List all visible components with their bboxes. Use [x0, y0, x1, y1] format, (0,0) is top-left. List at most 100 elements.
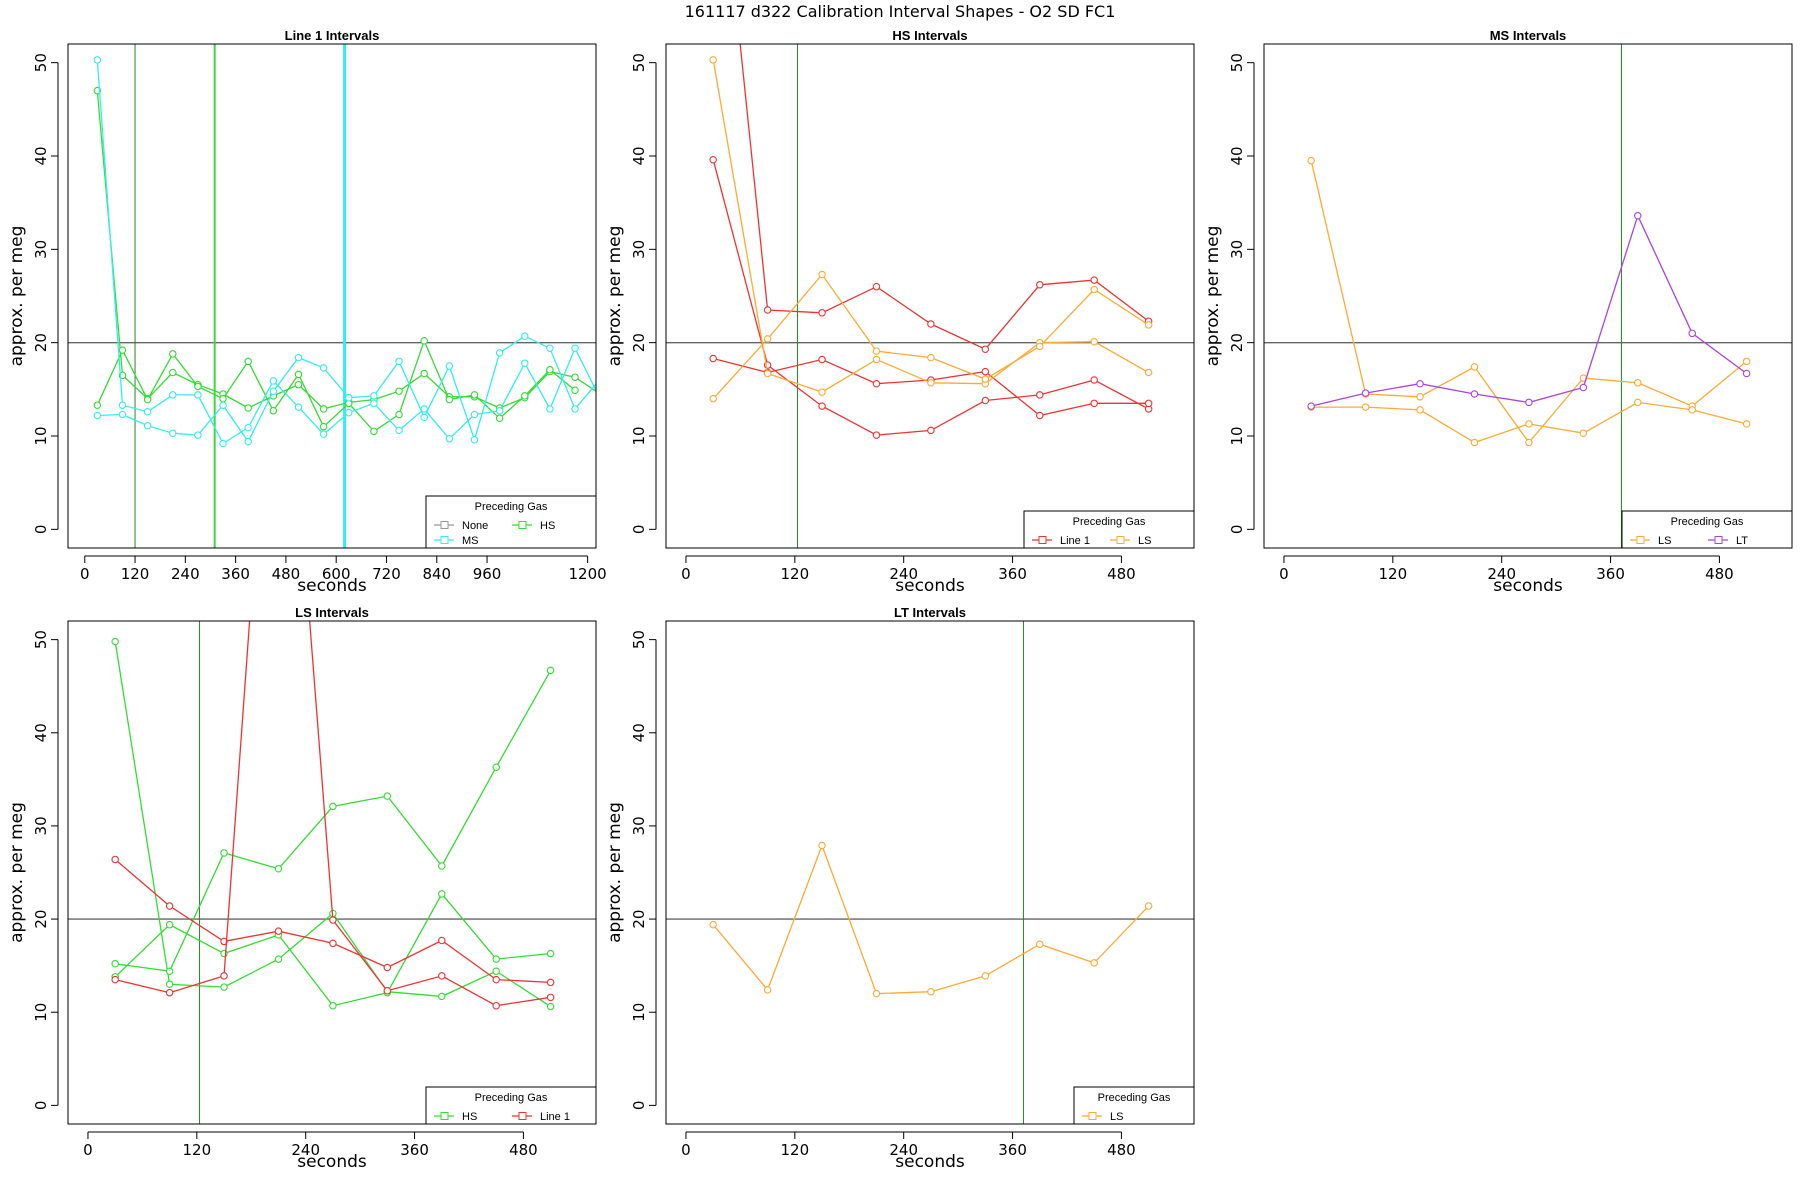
data-point-ms — [143, 421, 152, 430]
data-point-ms — [597, 376, 603, 382]
x-tick-label: 0 — [80, 565, 90, 583]
legend-box — [1023, 510, 1195, 549]
legend-label: None — [462, 520, 488, 532]
data-point-ms — [495, 349, 504, 357]
data-point-ls — [927, 379, 935, 387]
y-tick-label: 10 — [1228, 426, 1246, 445]
y-tick-label: 30 — [630, 240, 648, 259]
data-point-ls — [763, 986, 772, 994]
data-point-ls — [1416, 406, 1424, 414]
data-point-hs — [571, 386, 579, 395]
data-point-hs — [165, 920, 174, 929]
plot-area — [68, 621, 596, 1124]
data-point-hs — [438, 862, 446, 870]
data-point-lt — [1470, 390, 1479, 398]
y-axis-label: approx. per meg — [605, 226, 625, 367]
series-line-line-1 — [713, 357, 1149, 417]
data-point-hs — [93, 401, 102, 409]
data-point-ms — [470, 410, 479, 419]
data-point-lt — [1634, 211, 1642, 220]
data-point-ls — [818, 388, 826, 396]
legend-label: HS — [540, 520, 555, 532]
data-point-ms — [169, 429, 177, 437]
x-tick-label: 360 — [1596, 565, 1625, 583]
data-point-ls — [1090, 285, 1098, 294]
data-point-ls — [981, 972, 990, 980]
data-point-line-1 — [165, 988, 174, 997]
data-point-ms — [194, 431, 202, 439]
data-point-line-1 — [763, 306, 772, 314]
data-point-hs — [546, 949, 555, 958]
data-point-ms — [420, 413, 428, 422]
y-tick-label: 20 — [630, 910, 648, 929]
y-tick-label: 50 — [1228, 53, 1246, 72]
y-tick-label: 40 — [1228, 146, 1246, 165]
data-point-line-1 — [383, 987, 392, 995]
x-tick-label: 0 — [681, 565, 691, 583]
y-tick-label: 20 — [630, 333, 648, 352]
plot-area — [666, 621, 1194, 1124]
data-point-line-1 — [546, 993, 555, 1002]
data-point-line-1 — [818, 402, 826, 410]
data-point-ms — [445, 435, 454, 443]
legend-swatch-point — [1714, 536, 1723, 544]
x-tick-label: 0 — [681, 1141, 691, 1159]
data-point-line-1 — [1036, 411, 1044, 420]
plot-frame — [665, 620, 1195, 1125]
data-point-ls — [709, 920, 717, 929]
x-tick-label: 120 — [781, 565, 810, 583]
data-point-ms — [169, 391, 177, 399]
data-point-ls — [1525, 420, 1533, 428]
data-point-ms — [445, 362, 454, 370]
x-tick-label: 240 — [291, 1141, 320, 1159]
data-point-line-1 — [709, 354, 717, 363]
data-point-line-1 — [872, 431, 881, 439]
data-point-ms — [546, 405, 554, 413]
y-tick-label: 10 — [32, 426, 50, 445]
x-tick-label: 240 — [889, 1141, 918, 1159]
y-axis-label: approx. per meg — [1203, 226, 1223, 367]
legend-label: LS — [1110, 1111, 1123, 1123]
data-point-ms — [319, 364, 328, 372]
data-point-lt — [1688, 329, 1696, 338]
legend-box — [425, 495, 597, 549]
legend: Preceding Gas HS Line 1 — [425, 1086, 597, 1125]
data-point-ms — [118, 401, 127, 409]
data-point-line-1 — [1036, 391, 1044, 399]
x-axis-label: seconds — [297, 576, 367, 596]
legend-label: MS — [462, 535, 479, 547]
data-point-line-1 — [329, 916, 337, 924]
data-point-ls — [818, 270, 826, 279]
data-point-line-1 — [1036, 281, 1044, 289]
y-tick-label: 20 — [1228, 333, 1246, 352]
data-point-ls — [1634, 379, 1642, 387]
legend-box — [425, 1086, 597, 1125]
series-line-ms — [96, 59, 596, 445]
data-point-line-1 — [220, 937, 228, 946]
data-point-hs — [470, 391, 479, 399]
data-point-hs — [597, 391, 603, 397]
data-point-ls — [872, 355, 881, 364]
data-point-ls — [872, 347, 881, 355]
data-point-hs — [220, 983, 228, 991]
data-point-line-1 — [981, 396, 990, 405]
data-point-ms — [345, 408, 353, 417]
data-point-hs — [438, 890, 446, 898]
data-point-ls — [1361, 403, 1370, 411]
data-point-hs — [274, 865, 283, 873]
data-point-ms — [495, 407, 504, 415]
series-line-lt — [1311, 213, 1747, 407]
data-point-hs — [244, 404, 252, 412]
x-axis-label: seconds — [1493, 576, 1563, 596]
data-point-hs — [395, 410, 403, 419]
data-point-ls — [1307, 156, 1315, 165]
x-tick-label: 480 — [1107, 565, 1136, 583]
data-point-hs — [165, 967, 174, 975]
data-point-hs — [546, 365, 554, 374]
data-point-ms — [269, 387, 278, 395]
data-point-hs — [319, 405, 328, 413]
data-point-ls — [981, 375, 990, 383]
data-point-ms — [219, 439, 227, 448]
data-point-ms — [370, 392, 378, 400]
data-point-line-1 — [1090, 399, 1098, 408]
